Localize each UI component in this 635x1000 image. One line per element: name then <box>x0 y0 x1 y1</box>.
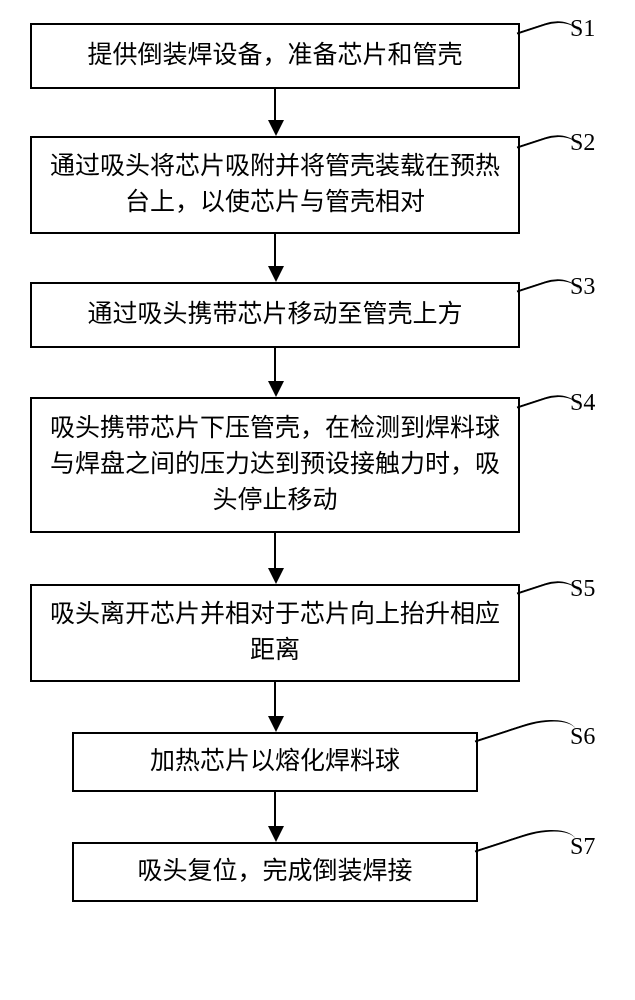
step-label-s2: S2 <box>570 130 595 157</box>
flowchart-canvas: 提供倒装焊设备，准备芯片和管壳 S1 通过吸头将芯片吸附并将管壳装载在预热台上，以使… <box>0 0 635 1000</box>
arrow-head-icon <box>268 120 284 136</box>
flow-node-n5: 吸头离开芯片并相对于芯片向上抬升相应距离 <box>30 584 520 682</box>
arrow-line <box>274 89 276 120</box>
step-label-s5: S5 <box>570 576 595 603</box>
flow-node-n7: 吸头复位，完成倒装焊接 <box>72 842 478 902</box>
step-label-s6: S6 <box>570 724 595 751</box>
flow-node-n2: 通过吸头将芯片吸附并将管壳装载在预热台上，以使芯片与管壳相对 <box>30 136 520 234</box>
arrow-line <box>274 533 276 568</box>
flow-node-text: 吸头复位，完成倒装焊接 <box>137 854 412 890</box>
flow-node-text: 吸头携带芯片下压管壳，在检测到焊料球与焊盘之间的压力达到预设接触力时，吸头停止移… <box>42 411 508 520</box>
flow-node-n6: 加热芯片以熔化焊料球 <box>72 732 478 792</box>
arrow-head-icon <box>268 266 284 282</box>
step-label-s4: S4 <box>570 390 595 417</box>
flow-node-n3: 通过吸头携带芯片移动至管壳上方 <box>30 282 520 348</box>
callout-line <box>475 710 577 762</box>
arrow-head-icon <box>268 381 284 397</box>
step-label-s7: S7 <box>570 834 595 861</box>
flow-node-text: 加热芯片以熔化焊料球 <box>150 744 400 780</box>
flow-node-n4: 吸头携带芯片下压管壳，在检测到焊料球与焊盘之间的压力达到预设接触力时，吸头停止移… <box>30 397 520 533</box>
arrow-head-icon <box>268 568 284 584</box>
flow-node-text: 通过吸头携带芯片移动至管壳上方 <box>87 297 462 333</box>
flow-node-n1: 提供倒装焊设备，准备芯片和管壳 <box>30 23 520 89</box>
callout-line <box>475 820 577 872</box>
arrow-line <box>274 234 276 266</box>
arrow-line <box>274 682 276 716</box>
arrow-line <box>274 348 276 381</box>
arrow-line <box>274 792 276 826</box>
flow-node-text: 通过吸头将芯片吸附并将管壳装载在预热台上，以使芯片与管壳相对 <box>42 149 508 222</box>
arrow-head-icon <box>268 716 284 732</box>
flow-node-text: 提供倒装焊设备，准备芯片和管壳 <box>87 38 462 74</box>
step-label-s1: S1 <box>570 16 595 43</box>
arrow-head-icon <box>268 826 284 842</box>
flow-node-text: 吸头离开芯片并相对于芯片向上抬升相应距离 <box>42 597 508 670</box>
step-label-s3: S3 <box>570 274 595 301</box>
